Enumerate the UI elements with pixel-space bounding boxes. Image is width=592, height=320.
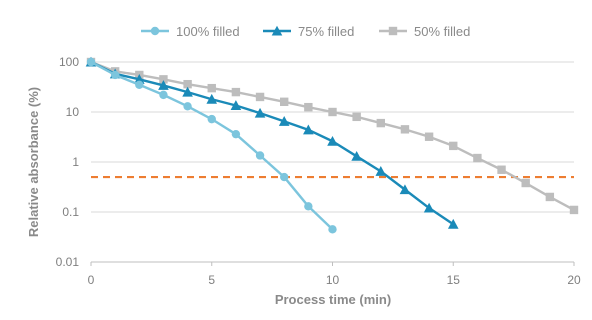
data-point (231, 87, 241, 97)
data-point (254, 107, 266, 118)
data-point (255, 92, 265, 102)
data-point (399, 184, 411, 195)
data-point (206, 93, 218, 104)
data-point (376, 118, 385, 128)
data-point (230, 100, 242, 110)
legend-label: 100% filled (176, 24, 240, 39)
data-point (521, 178, 530, 188)
series-100-filled (86, 57, 337, 234)
data-point (303, 124, 314, 135)
data-point (375, 166, 387, 176)
data-point (327, 135, 338, 146)
data-point (545, 192, 555, 202)
legend-item: 75% filled (263, 24, 354, 39)
data-point (304, 102, 313, 112)
series-line (89, 60, 455, 226)
data-point (207, 114, 216, 124)
legend-label: 75% filled (298, 24, 354, 39)
data-point (158, 80, 169, 90)
x-tick-label: 10 (326, 273, 340, 287)
x-axis-title: Process time (min) (275, 292, 391, 307)
series-layer (85, 56, 579, 234)
data-point (159, 75, 168, 84)
data-point (424, 132, 434, 141)
data-point (449, 141, 458, 151)
data-point (207, 83, 216, 93)
y-tick-label: 1 (72, 155, 79, 169)
data-point (423, 202, 435, 213)
data-point (304, 202, 313, 211)
data-point (328, 107, 337, 117)
legend-layer: 100% filled 75% filled 50% filled (141, 24, 470, 39)
data-point (352, 112, 361, 122)
y-tick-label: 0.01 (56, 255, 80, 269)
data-point (280, 172, 289, 182)
data-point (183, 79, 192, 89)
data-point (569, 205, 579, 215)
y-tick-label: 100 (59, 55, 79, 69)
data-point (328, 225, 337, 234)
data-point (351, 151, 362, 161)
x-tick-label: 0 (88, 273, 95, 287)
legend-item: 50% filled (379, 24, 470, 39)
data-point (183, 102, 192, 111)
y-axis-title: Relative absorbance (%) (26, 87, 41, 237)
legend-marker (271, 25, 283, 36)
data-point (182, 86, 193, 97)
data-point (400, 125, 410, 134)
data-point (159, 90, 168, 100)
x-tick-label: 5 (208, 273, 215, 287)
data-point (135, 80, 144, 89)
legend-label: 50% filled (414, 24, 470, 39)
data-point (255, 151, 265, 160)
legend-marker (388, 26, 398, 36)
x-tick-label: 15 (447, 273, 461, 287)
data-point (473, 153, 482, 163)
y-tick-label: 10 (66, 105, 80, 119)
data-point (110, 70, 120, 80)
y-tick-label: 0.1 (62, 205, 79, 219)
data-point (134, 74, 145, 84)
axes-layer: 0.01 0.1 1 10 100 0 5 10 15 20 (56, 55, 581, 287)
data-point (497, 165, 506, 174)
data-point (278, 116, 290, 126)
data-point (86, 57, 96, 67)
x-tick-label: 20 (567, 273, 581, 287)
legend-marker (150, 26, 160, 36)
data-point (280, 97, 289, 106)
data-point (447, 218, 459, 229)
legend-item: 100% filled (141, 24, 240, 39)
data-point (231, 129, 241, 139)
